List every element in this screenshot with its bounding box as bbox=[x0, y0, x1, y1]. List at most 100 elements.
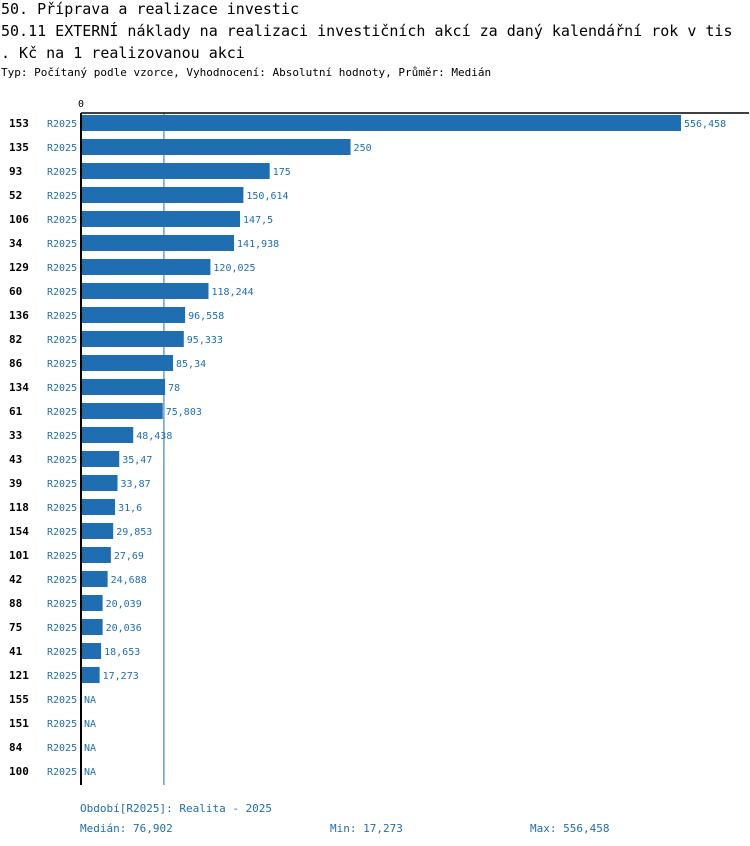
row-period-label: R2025 bbox=[47, 239, 77, 250]
row-period-label: R2025 bbox=[47, 503, 77, 514]
bar-value-label: 150,614 bbox=[246, 191, 288, 202]
bar-value-label: 556,458 bbox=[684, 119, 726, 130]
min-summary: Min: 17,273 bbox=[330, 822, 403, 835]
row-id-label: 39 bbox=[9, 477, 22, 490]
bar-value-label: 35,47 bbox=[122, 455, 152, 466]
bar-value-label: 17,273 bbox=[103, 671, 139, 682]
bar bbox=[81, 139, 351, 155]
row-id-label: 100 bbox=[9, 765, 29, 778]
row-period-label: R2025 bbox=[47, 455, 77, 466]
bar-value-label: 85,34 bbox=[176, 359, 206, 370]
row-period-label: R2025 bbox=[47, 119, 77, 130]
bar bbox=[81, 379, 166, 395]
bar-value-label: 141,938 bbox=[237, 239, 279, 250]
bar-value-label: 96,558 bbox=[188, 311, 224, 322]
bar bbox=[81, 451, 120, 467]
bar bbox=[81, 547, 111, 563]
row-id-label: 121 bbox=[9, 669, 29, 682]
bar bbox=[81, 499, 116, 515]
bar bbox=[81, 115, 681, 131]
row-period-label: R2025 bbox=[47, 575, 77, 586]
row-id-label: 61 bbox=[9, 405, 23, 418]
row-id-label: 43 bbox=[9, 453, 22, 466]
bar bbox=[81, 475, 118, 491]
row-period-label: R2025 bbox=[47, 215, 77, 226]
row-period-label: R2025 bbox=[47, 527, 77, 538]
row-period-label: R2025 bbox=[47, 719, 77, 730]
bar bbox=[81, 619, 103, 635]
row-id-label: 118 bbox=[9, 501, 29, 514]
bar-value-label: 27,69 bbox=[114, 551, 144, 562]
row-period-label: R2025 bbox=[47, 767, 77, 778]
row-id-label: 88 bbox=[9, 597, 22, 610]
median-summary: Medián: 76,902 bbox=[80, 822, 173, 835]
bar bbox=[81, 211, 241, 227]
row-id-label: 82 bbox=[9, 333, 22, 346]
row-period-label: R2025 bbox=[47, 263, 77, 274]
bar bbox=[81, 355, 174, 371]
bar bbox=[81, 403, 163, 419]
row-id-label: 101 bbox=[9, 549, 29, 562]
row-id-label: 136 bbox=[9, 309, 29, 322]
bar-value-label: 250 bbox=[354, 143, 372, 154]
chart-title-line-3: . Kč na 1 realizovanou akci bbox=[1, 44, 245, 62]
bar bbox=[81, 283, 209, 299]
row-period-label: R2025 bbox=[47, 431, 77, 442]
row-period-label: R2025 bbox=[47, 743, 77, 754]
row-id-label: 106 bbox=[9, 213, 29, 226]
row-id-label: 75 bbox=[9, 621, 22, 634]
x-axis-zero-label: 0 bbox=[78, 99, 84, 110]
bar-value-label: 24,688 bbox=[111, 575, 147, 586]
row-period-label: R2025 bbox=[47, 623, 77, 634]
bar-value-label: NA bbox=[84, 719, 96, 730]
bar bbox=[81, 307, 186, 323]
row-period-label: R2025 bbox=[47, 143, 77, 154]
bar-value-label: 118,244 bbox=[211, 287, 253, 298]
row-period-label: R2025 bbox=[47, 671, 77, 682]
row-id-label: 86 bbox=[9, 357, 23, 370]
bar bbox=[81, 595, 103, 611]
row-id-label: 84 bbox=[9, 741, 23, 754]
bar bbox=[81, 331, 184, 347]
bar bbox=[81, 643, 102, 659]
bar-value-label: 48,438 bbox=[136, 431, 172, 442]
row-id-label: 42 bbox=[9, 573, 22, 586]
row-id-label: 129 bbox=[9, 261, 29, 274]
row-period-label: R2025 bbox=[47, 191, 77, 202]
bar bbox=[81, 235, 235, 251]
row-id-label: 134 bbox=[9, 381, 29, 394]
row-period-label: R2025 bbox=[47, 311, 77, 322]
row-id-label: 154 bbox=[9, 525, 29, 538]
bar-value-label: 18,653 bbox=[104, 647, 140, 658]
row-id-label: 93 bbox=[9, 165, 22, 178]
bar bbox=[81, 259, 211, 275]
row-id-label: 41 bbox=[9, 645, 23, 658]
bar-value-label: 78 bbox=[168, 383, 180, 394]
bar bbox=[81, 187, 244, 203]
row-period-label: R2025 bbox=[47, 599, 77, 610]
row-period-label: R2025 bbox=[47, 167, 77, 178]
row-id-label: 60 bbox=[9, 285, 22, 298]
row-period-label: R2025 bbox=[47, 695, 77, 706]
bar-value-label: NA bbox=[84, 743, 96, 754]
bar-value-label: 147,5 bbox=[243, 215, 273, 226]
max-summary: Max: 556,458 bbox=[530, 822, 610, 835]
row-id-label: 151 bbox=[9, 717, 29, 730]
bar-value-label: 20,036 bbox=[106, 623, 142, 634]
chart-title-line-2: 50.11 EXTERNÍ náklady na realizaci inves… bbox=[1, 22, 733, 40]
row-period-label: R2025 bbox=[47, 359, 77, 370]
bar-value-label: 29,853 bbox=[116, 527, 152, 538]
row-id-label: 52 bbox=[9, 189, 22, 202]
bar bbox=[81, 427, 134, 443]
bar bbox=[81, 667, 100, 683]
row-id-label: 33 bbox=[9, 429, 22, 442]
bar bbox=[81, 163, 270, 179]
bar bbox=[81, 523, 114, 539]
bar-value-label: NA bbox=[84, 695, 96, 706]
chart-subtitle: Typ: Počítaný podle vzorce, Vyhodnocení:… bbox=[1, 66, 492, 79]
bar-value-label: 75,803 bbox=[166, 407, 202, 418]
chart-title-line-1: 50. Příprava a realizace investic bbox=[1, 0, 300, 18]
bar-value-label: 175 bbox=[273, 167, 291, 178]
row-id-label: 153 bbox=[9, 117, 29, 130]
